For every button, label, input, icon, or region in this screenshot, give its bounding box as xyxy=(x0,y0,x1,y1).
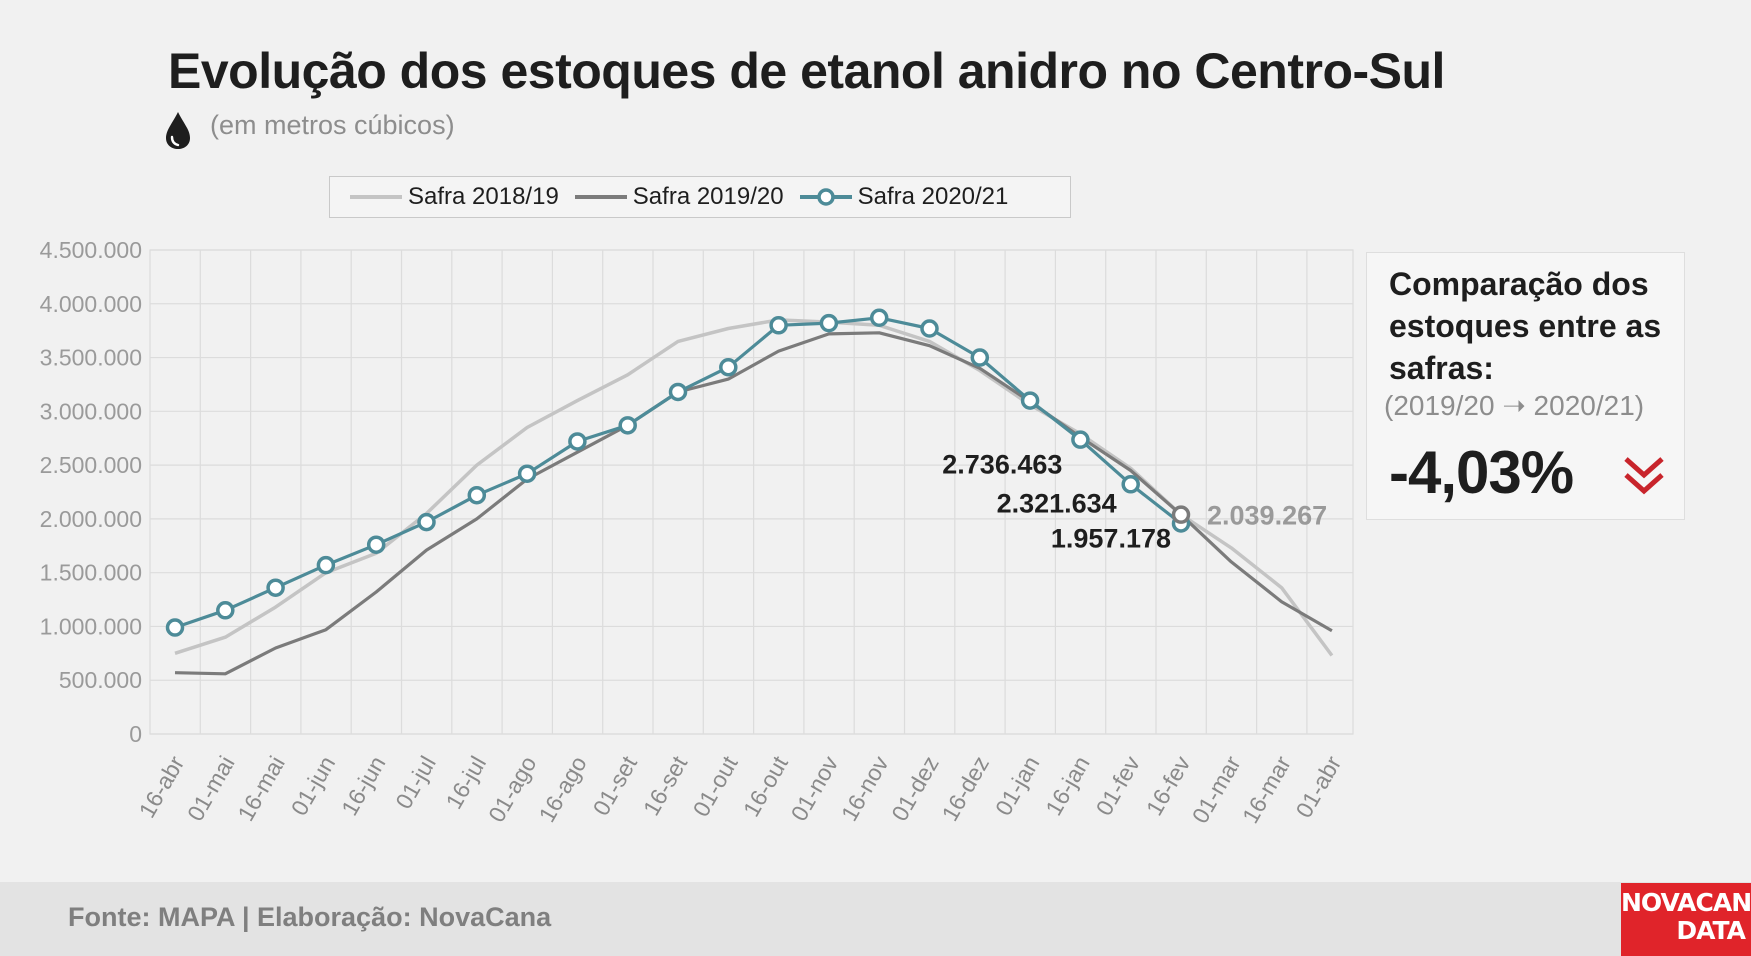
footer: Fonte: MAPA | Elaboração: NovaCana xyxy=(0,882,1751,956)
data-point-2020-21 xyxy=(517,464,537,483)
data-point-2020-21 xyxy=(1071,430,1090,449)
data-label: 1.957.178 xyxy=(1051,523,1171,553)
comparison-value: -4,03% xyxy=(1389,439,1574,506)
y-tick-label: 3.500.000 xyxy=(40,345,142,371)
chart-subtitle: (em metros cúbicos) xyxy=(210,110,455,140)
double-chevron-down-icon xyxy=(1624,457,1664,495)
y-tick-label: 4.000.000 xyxy=(40,291,142,317)
x-tick-label: 16-jun xyxy=(336,752,390,820)
data-point-2020-21 xyxy=(719,357,738,377)
logo-line-2: DATA xyxy=(1676,916,1746,945)
x-tick-label: 01-out xyxy=(688,751,743,821)
data-point-2020-21 xyxy=(920,319,939,338)
x-tick-label: 01-jul xyxy=(390,752,441,814)
x-tick-label: 16-abr xyxy=(134,751,190,822)
data-label: 2.321.634 xyxy=(997,488,1117,518)
data-point-2020-21 xyxy=(668,382,688,402)
legend-item-2020-21: Safra 2020/21 xyxy=(798,183,1009,211)
water-drop-icon xyxy=(166,112,190,149)
y-tick-label: 500.000 xyxy=(59,667,142,693)
y-tick-label: 4.500.000 xyxy=(40,237,142,263)
data-point-2020-21 xyxy=(417,512,436,532)
legend-label-2020-21: Safra 2020/21 xyxy=(857,183,1009,210)
data-point-2020-21 xyxy=(970,348,990,367)
line-chart: 0 500.000 1.000.000 1.500.000 2.000.000 2.500… xyxy=(40,237,1354,828)
data-point-2020-21 xyxy=(568,432,587,451)
legend-label-2019-20: Safra 2019/20 xyxy=(632,183,784,210)
data-point-2020-21 xyxy=(869,308,889,328)
legend-item-2018-19: Safra 2018/19 xyxy=(348,183,559,211)
y-tick-label: 1.000.000 xyxy=(40,613,142,639)
data-point-2019-20 xyxy=(1171,505,1191,524)
x-tick-label: 01-fev xyxy=(1091,751,1146,820)
legend-label-2018-19: Safra 2018/19 xyxy=(408,183,559,210)
comparison-period: (2019/20 ➝ 2020/21) xyxy=(1384,390,1645,421)
x-tick-label: 01-mai xyxy=(182,752,240,826)
data-point-2020-21 xyxy=(216,601,235,620)
data-point-2020-21 xyxy=(165,618,185,637)
source-credit: Fonte: MAPA | Elaboração: NovaCana xyxy=(68,902,552,932)
x-tick-label: 16-jan xyxy=(1040,752,1094,820)
x-tick-label: 01-dez xyxy=(886,752,944,826)
data-point-2020-21 xyxy=(769,316,788,335)
y-tick-label: 2.000.000 xyxy=(40,506,142,532)
x-tick-label: 16-ago xyxy=(533,752,591,827)
series-line-201920 xyxy=(174,331,1333,676)
x-tick-label: 16-out xyxy=(738,751,793,821)
data-point-2020-21 xyxy=(618,416,637,435)
x-tick-label: 16-mar xyxy=(1237,751,1296,827)
legend-swatch-2020-21 xyxy=(799,188,852,206)
y-tick-label: 1.500.000 xyxy=(40,560,142,586)
data-point-2020-21 xyxy=(1020,391,1040,410)
comparison-box: Comparação dos estoques entre as safras:… xyxy=(1366,252,1685,520)
chart-title: Evolução dos estoques de etanol anidro n… xyxy=(168,43,1445,99)
logo-line-1: NOVACANA xyxy=(1621,888,1751,917)
comparison-title: Comparação dos estoques entre as safras: xyxy=(1389,266,1662,386)
x-tick-label: 16-dez xyxy=(936,752,994,826)
x-tick-label: 01-ago xyxy=(483,752,541,827)
data-point-2020-21 xyxy=(316,555,336,575)
legend-swatch-2018-19 xyxy=(350,195,402,199)
y-tick-label: 2.500.000 xyxy=(40,452,142,478)
data-label: 2.039.267 xyxy=(1207,501,1327,531)
y-tick-label: 0 xyxy=(129,721,142,747)
x-tick-label: 16-jul xyxy=(440,752,491,814)
x-tick-label: 16-nov xyxy=(836,751,894,825)
x-tick-label: 01-mar xyxy=(1187,751,1246,827)
novacana-data-logo: NOVACANA DATA xyxy=(1621,883,1751,956)
data-point-2020-21 xyxy=(366,535,386,554)
x-tick-label: 01-nov xyxy=(786,751,844,825)
data-point-2020-21 xyxy=(819,313,839,333)
data-point-2020-21 xyxy=(467,485,487,505)
data-point-2020-21 xyxy=(266,578,285,597)
x-tick-label: 01-jun xyxy=(286,752,340,820)
chart-legend: Safra 2018/19 Safra 2019/20 Safra 2020/2… xyxy=(329,176,1071,218)
y-tick-label: 3.000.000 xyxy=(40,398,142,424)
data-label: 2.736.463 xyxy=(942,450,1062,480)
x-tick-label: 16-fev xyxy=(1141,751,1196,820)
legend-swatch-2019-20 xyxy=(574,195,627,199)
x-tick-label: 01-jan xyxy=(990,752,1044,820)
x-tick-label: 16-set xyxy=(638,751,693,820)
x-tick-label: 01-set xyxy=(588,751,643,820)
data-point-2020-21 xyxy=(1121,475,1140,494)
plot-area-border xyxy=(149,249,1354,735)
x-tick-label: 01-abr xyxy=(1290,751,1346,822)
x-tick-label: 16-mai xyxy=(232,752,290,826)
legend-item-2019-20: Safra 2019/20 xyxy=(573,183,784,211)
